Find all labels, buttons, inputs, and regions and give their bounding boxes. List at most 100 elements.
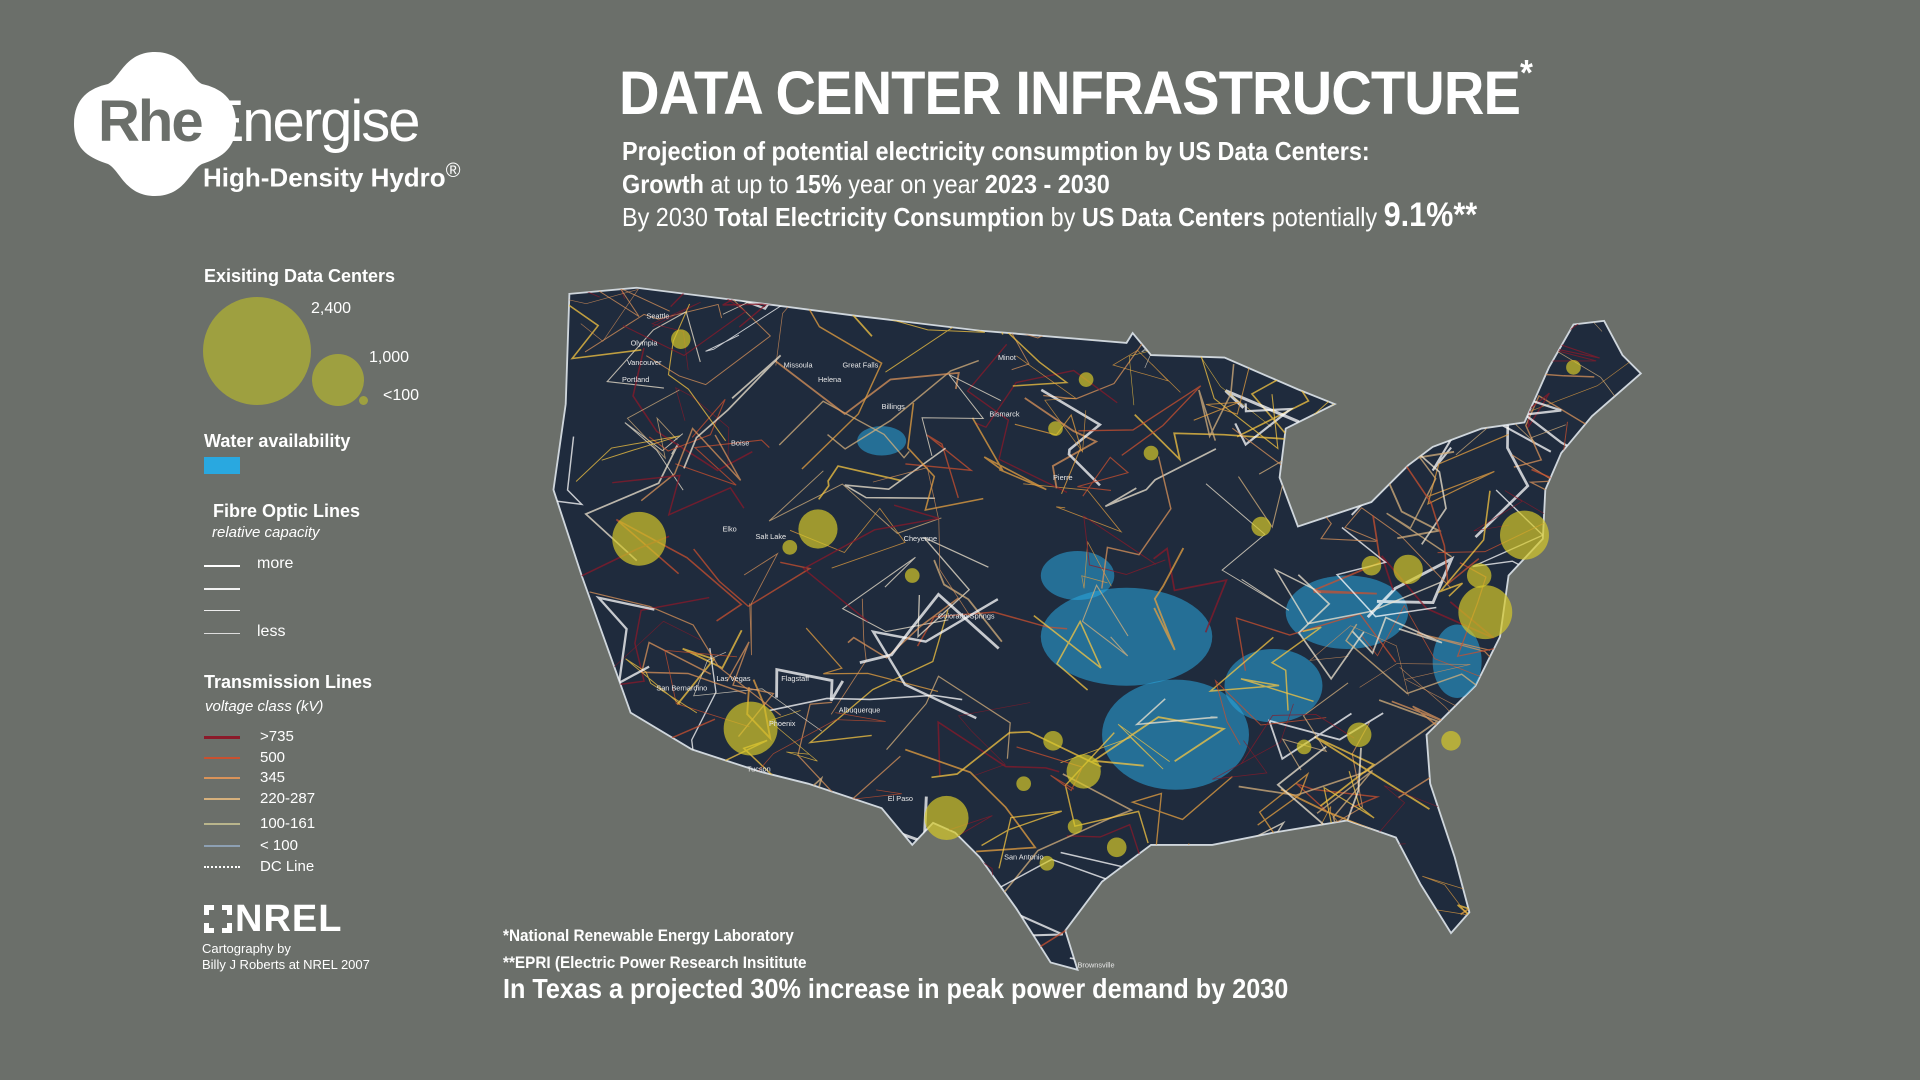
- network-line: [957, 702, 1031, 776]
- network-line: [1360, 604, 1486, 679]
- network-line: [774, 360, 960, 416]
- network-line: [598, 784, 679, 856]
- network-line: [1480, 287, 1577, 320]
- network-line: [626, 389, 680, 460]
- transmission-swatch: [204, 798, 240, 800]
- network-line: [1585, 496, 1641, 555]
- network-line: [1597, 420, 1641, 553]
- city-label: Seattle: [647, 311, 670, 320]
- transmission-label: DC Line: [260, 858, 315, 875]
- network-line: [859, 592, 1000, 664]
- logo-blob-icon: [74, 52, 236, 196]
- network-line: [1205, 483, 1290, 611]
- logo-energise: Energise: [205, 89, 421, 154]
- data-center-marker: [1066, 754, 1101, 789]
- footnote-nrel: *National Renewable Energy Laboratory: [503, 926, 794, 945]
- network-line: [966, 343, 1068, 493]
- data-center-marker: [671, 329, 691, 349]
- network-line: [1234, 403, 1295, 447]
- network-line: [625, 658, 698, 714]
- network-line: [1427, 433, 1509, 506]
- network-line: [1335, 526, 1437, 618]
- network-line: [655, 810, 754, 914]
- fibre-less-label: less: [257, 623, 286, 640]
- network-line: [1513, 394, 1598, 468]
- network-line: [847, 597, 960, 659]
- data-center-marker: [1143, 445, 1159, 461]
- network-line: [1235, 292, 1327, 337]
- network-line: [675, 439, 770, 486]
- city-label: Elko: [722, 524, 736, 533]
- legend-size-100: <100: [383, 387, 420, 404]
- city-label: Bismarck: [989, 409, 1019, 418]
- network-line: [553, 288, 639, 342]
- city-label: Pierre: [1053, 473, 1073, 482]
- data-center-marker: [1251, 516, 1272, 537]
- network-line: [1193, 366, 1250, 421]
- network-line: [1386, 439, 1453, 558]
- network-line: [1040, 388, 1103, 487]
- network-line: [1060, 723, 1170, 770]
- network-line: [589, 591, 782, 716]
- network-line: [1417, 875, 1484, 916]
- network-line: [1546, 634, 1641, 763]
- network-line: [1212, 703, 1294, 780]
- network-line: [805, 627, 939, 693]
- city-label: Great Falls: [842, 360, 878, 369]
- network-line: [768, 710, 818, 762]
- network-line: [1344, 507, 1452, 589]
- water-area: [1102, 679, 1249, 790]
- water-swatch: [204, 457, 240, 474]
- network-line: [1460, 877, 1521, 923]
- network-line: [1610, 530, 1641, 647]
- transmission-label: 100-161: [260, 815, 316, 832]
- network-line: [1533, 628, 1641, 674]
- network-line: [1593, 657, 1641, 715]
- data-center-marker: [1441, 731, 1461, 751]
- network-line: [1464, 696, 1561, 800]
- network-line: [1297, 574, 1365, 681]
- network-line: [802, 504, 940, 622]
- network-line: [841, 556, 949, 633]
- network-line: [886, 675, 1011, 759]
- network-line: [1308, 287, 1416, 349]
- network-line: [664, 767, 810, 881]
- network-line: [1112, 349, 1181, 393]
- subtitle-line-1: Projection of potential electricity cons…: [622, 136, 1370, 166]
- city-label: San Antonio: [1004, 853, 1044, 862]
- network-line: [981, 810, 1062, 869]
- network-line: [664, 649, 750, 728]
- data-center-marker: [1039, 855, 1055, 871]
- data-center-marker: [798, 509, 838, 549]
- network-line: [1371, 362, 1436, 425]
- title-text: DATA CENTER INFRASTRUCTURE: [619, 59, 1521, 127]
- network-line: [624, 422, 684, 491]
- network-line: [1532, 783, 1602, 801]
- legend-transmission-subtitle: voltage class (kV): [205, 698, 324, 715]
- network-line: [775, 667, 845, 702]
- fibre-line-3: [204, 610, 240, 612]
- network-line: [1385, 290, 1541, 389]
- data-center-marker: [1048, 421, 1063, 436]
- network-line: [1091, 716, 1227, 767]
- city-label: Boise: [731, 439, 749, 448]
- city-label: Brownsville: [1078, 960, 1115, 969]
- texas-projection: In Texas a projected 30% increase in pea…: [503, 973, 1289, 1004]
- network-line: [553, 780, 639, 849]
- network-line: [768, 470, 942, 534]
- network-line: [553, 436, 584, 547]
- network-line: [595, 595, 655, 686]
- city-label: Tucson: [747, 764, 771, 773]
- network-line: [1523, 871, 1641, 940]
- transmission-swatch: [204, 757, 240, 759]
- legend-fibre-subtitle: relative capacity: [212, 524, 320, 541]
- network-line: [1360, 336, 1439, 418]
- network-line: [1257, 771, 1310, 859]
- network-line: [807, 609, 949, 744]
- network-line: [904, 748, 1037, 853]
- city-label: Minot: [998, 353, 1016, 362]
- fibre-more-label: more: [257, 555, 294, 572]
- network-line: [667, 303, 727, 442]
- legend-transmission-title: Transmission Lines: [204, 672, 373, 692]
- transmission-swatch: [204, 736, 240, 739]
